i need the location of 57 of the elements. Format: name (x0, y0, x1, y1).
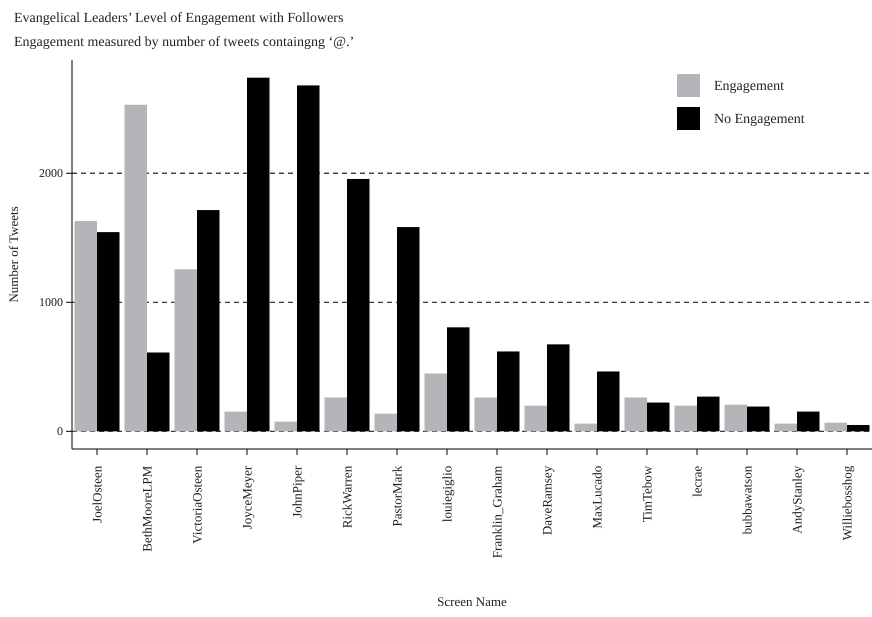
x-tick-label: lecrae (690, 466, 705, 497)
bar (424, 374, 447, 432)
bar (497, 351, 520, 432)
bar (824, 422, 847, 432)
bar (124, 104, 147, 432)
chart-subtitle: Engagement measured by number of tweets containgng ‘@.’ (14, 35, 354, 50)
bar (274, 422, 297, 432)
bar (747, 406, 770, 432)
legend-label: Engagement (714, 79, 784, 94)
x-tick-label: AndyStanley (790, 465, 805, 534)
bar (224, 412, 247, 432)
chart-title: Evangelical Leaders’ Level of Engagement with Followers (14, 11, 344, 26)
bar (197, 210, 220, 432)
bar (474, 398, 497, 432)
bar (174, 269, 197, 432)
bar (324, 398, 347, 432)
bar (147, 352, 170, 432)
y-tick-label: 1000 (39, 295, 63, 310)
bar (347, 178, 370, 432)
bar (397, 227, 420, 432)
bar (597, 371, 620, 432)
x-axis-title: Screen Name (437, 594, 508, 609)
x-tick-label: DaveRamsey (540, 465, 555, 536)
x-tick-label: JoyceMeyer (240, 465, 255, 530)
bar (647, 402, 670, 432)
y-axis-title: Number of Tweets (6, 206, 21, 303)
bar (97, 232, 120, 432)
x-tick-label: JoelOsteen (90, 465, 105, 523)
x-tick-label: Franklin_Graham (490, 466, 505, 558)
bar (574, 424, 597, 432)
bar (674, 406, 697, 432)
bar (774, 424, 797, 432)
bar (247, 78, 270, 432)
x-tick-label: bubbawatson (740, 465, 755, 534)
y-tick-label: 2000 (39, 166, 63, 180)
x-tick-label: louiegiglio (440, 466, 455, 522)
bar (624, 398, 647, 432)
bar (847, 425, 870, 432)
x-tick-label: Williebosshog (840, 465, 855, 540)
y-tick-label: 0 (57, 424, 63, 438)
x-tick-label: BethMooreLPM (140, 465, 155, 552)
x-tick-label: MaxLucado (590, 466, 605, 529)
bar (74, 221, 97, 432)
x-tick-label: VictoriaOsteen (190, 465, 205, 544)
x-tick-label: JohnPiper (290, 465, 305, 518)
bar (724, 404, 747, 432)
bar (374, 414, 397, 432)
bar (524, 406, 547, 432)
bar (297, 85, 320, 432)
x-tick-label: PastorMark (390, 465, 405, 526)
bar (447, 327, 470, 432)
bar (547, 344, 570, 432)
x-tick-label: RickWarren (340, 465, 355, 528)
bar (697, 396, 720, 432)
legend-label: No Engagement (714, 112, 805, 127)
x-tick-label: TimTebow (640, 465, 655, 522)
bar (797, 412, 820, 432)
